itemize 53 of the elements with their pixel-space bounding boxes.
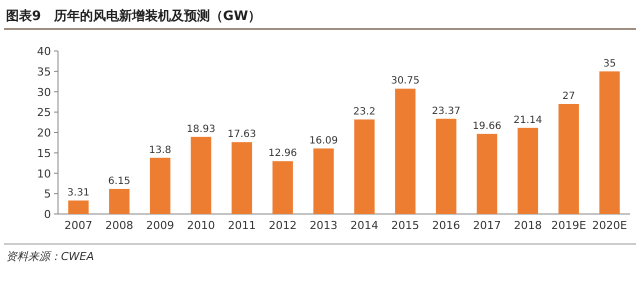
x-tick-label: 2010 [187,219,215,232]
data-label: 18.93 [186,124,216,135]
x-tick-label: 2007 [64,219,92,232]
y-tick-label: 35 [37,65,51,78]
x-tick-label: 2009 [146,219,174,232]
y-tick-label: 40 [37,45,51,58]
bar [272,161,293,214]
bar [190,136,212,214]
bar [354,119,375,214]
bar [109,188,130,214]
x-tick-label: 2013 [310,219,338,232]
bar [68,200,89,214]
data-label: 12.96 [268,148,298,160]
x-tick-label: 2020E [592,219,628,232]
bar [558,104,579,214]
data-label: 27 [562,90,576,102]
data-label: 16.09 [309,135,338,146]
data-label: 17.63 [228,129,256,140]
bar [232,142,252,214]
y-tick-label: 20 [37,126,51,140]
x-tick-label: 2016 [432,219,460,232]
y-tick-label: 0 [44,208,51,221]
data-label: 6.15 [108,176,130,187]
data-label: 30.75 [390,76,420,87]
bar [599,71,620,214]
x-tick-label: 2012 [268,219,297,232]
text: 资料来源：CWEA [6,250,94,263]
data-label: 19.66 [472,120,502,132]
x-tick-label: 2019E [551,219,586,232]
x-tick-label: 2018 [514,219,542,232]
bar [436,118,456,214]
bar [150,158,170,214]
bar [313,148,334,214]
y-tick-label: 10 [37,167,51,180]
x-tick-label: 2015 [391,219,420,232]
data-label: 23.37 [432,106,460,117]
y-tick-label: 30 [37,86,51,99]
chart-title: 图表9 历年的风电新增装机及预测（GW） [6,8,262,24]
y-tick-label: 5 [44,188,51,201]
x-tick-label: 2017 [473,219,501,232]
bar [518,128,538,214]
x-tick-label: 2014 [350,219,378,232]
bar [395,88,416,214]
y-tick-label: 15 [37,146,51,160]
data-label: 23.2 [353,106,376,118]
x-tick-label: 2008 [105,219,134,232]
data-label: 13.8 [149,144,172,156]
y-tick-label: 25 [37,106,51,120]
x-tick-label: 2011 [228,219,256,232]
bar [476,134,498,214]
data-label: 21.14 [514,114,542,126]
data-label: 3.31 [67,188,90,199]
data-label: 35 [603,58,616,70]
